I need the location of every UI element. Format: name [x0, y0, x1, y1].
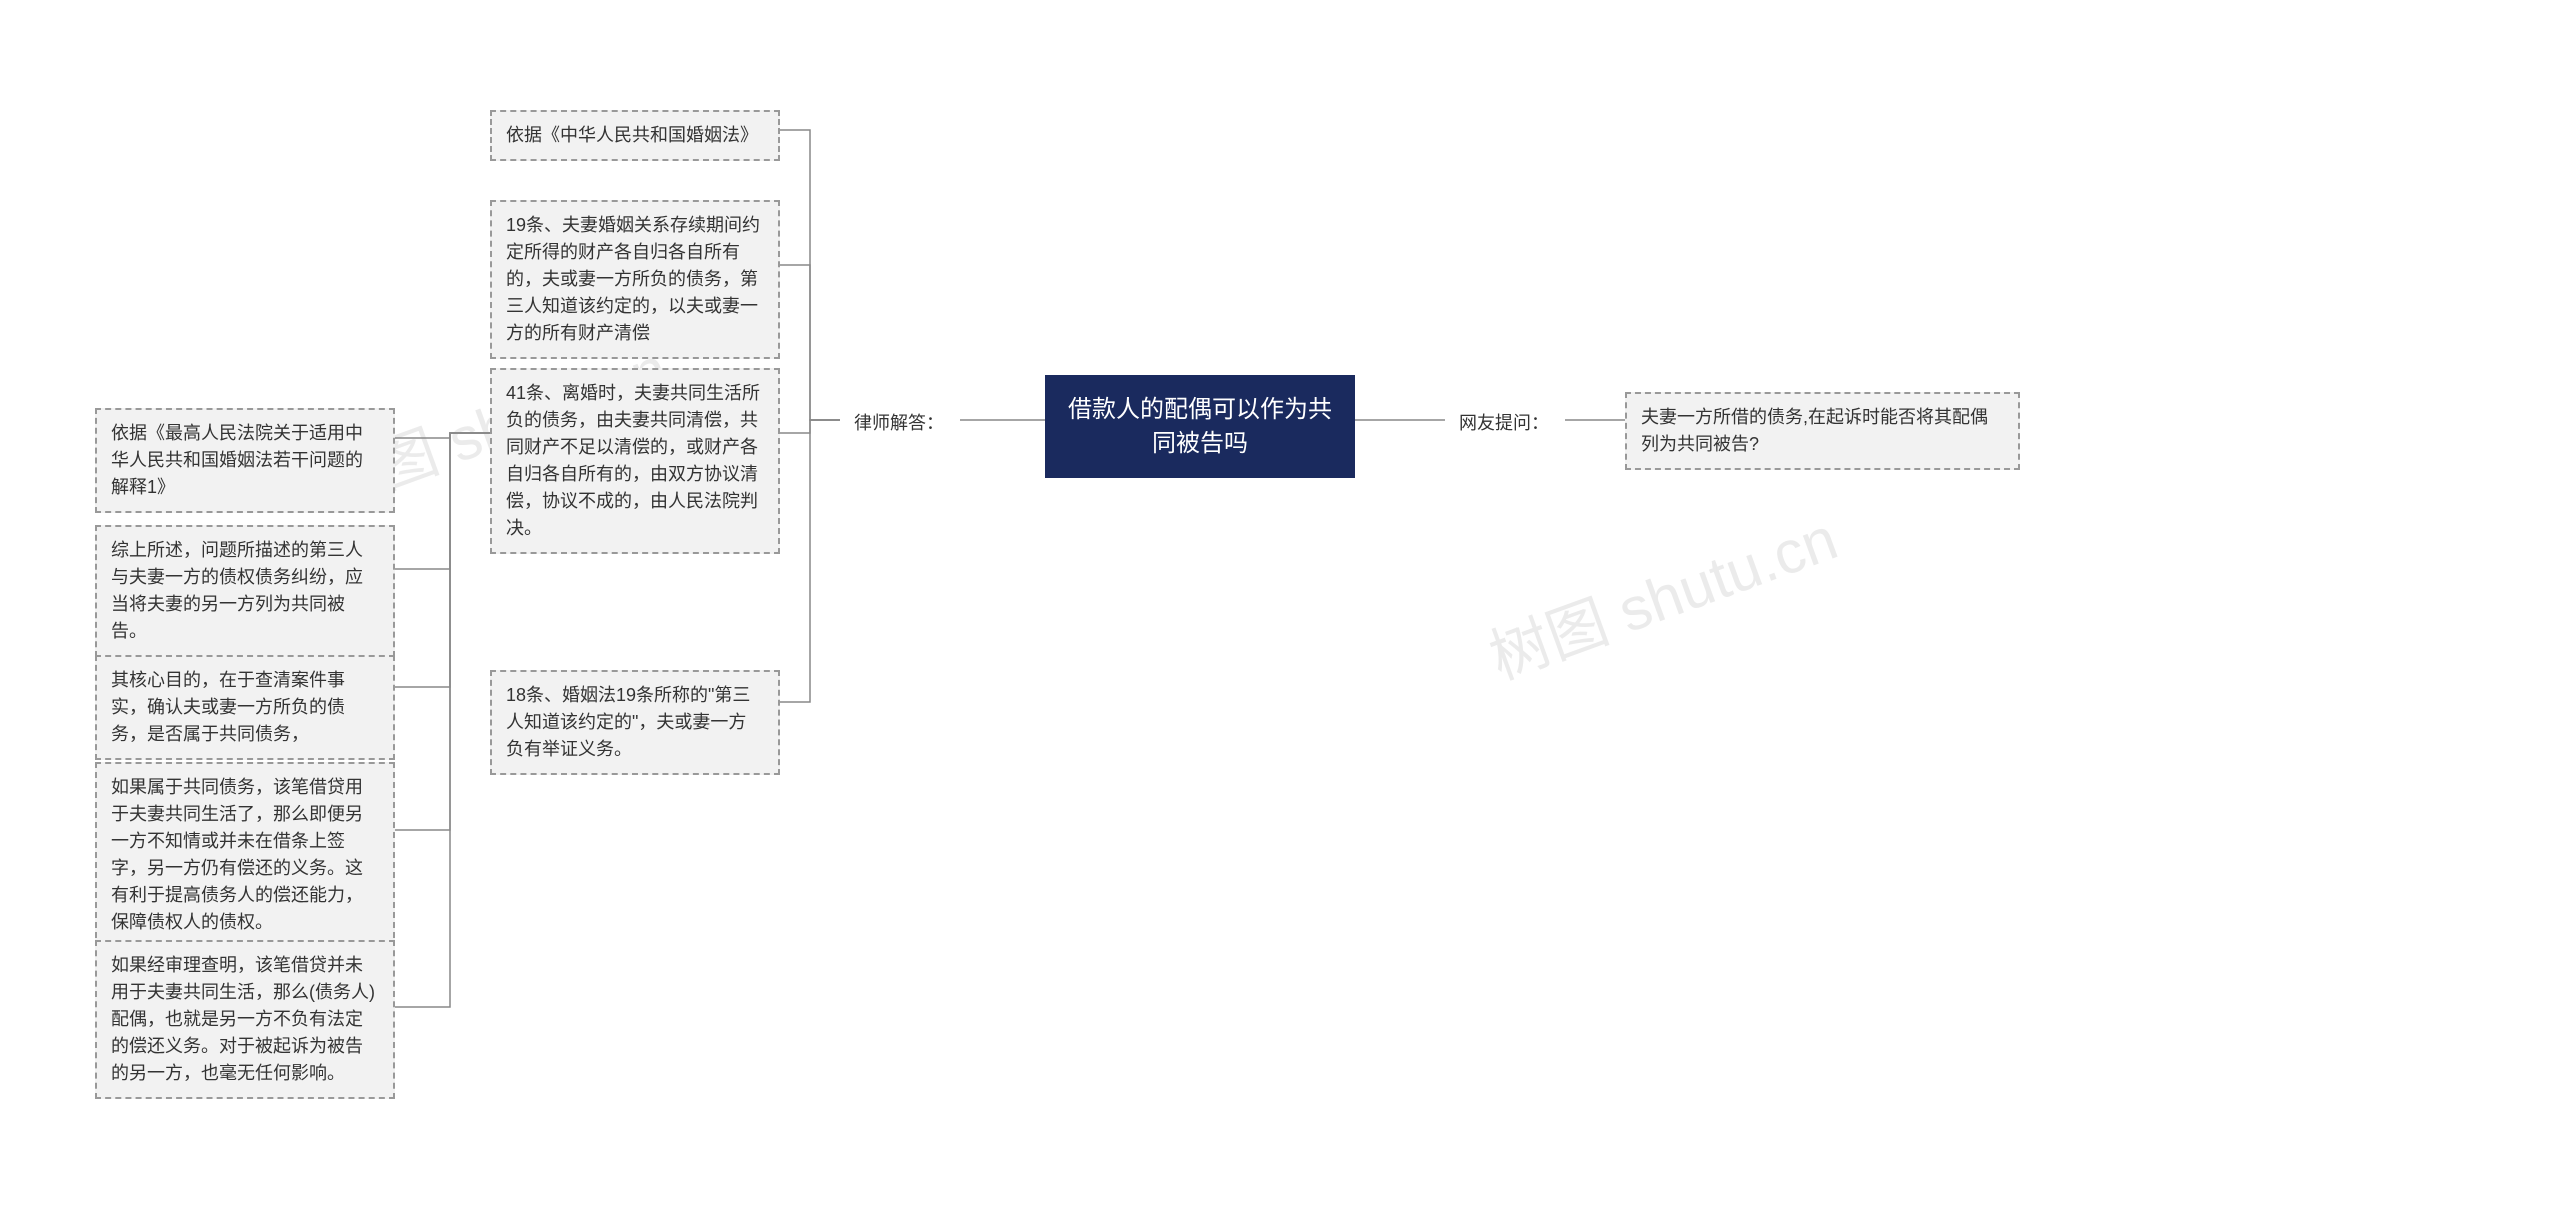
watermark-2: 树图 shutu.cn [1476, 490, 1847, 696]
left-child-a3[interactable]: 41条、离婚时，夫妻共同生活所负的债务，由夫妻共同清偿，共同财产不足以清偿的，或… [490, 368, 780, 554]
left-grandchild-b3[interactable]: 其核心目的，在于查清案件事实，确认夫或妻一方所负的债务，是否属于共同债务， [95, 655, 395, 760]
left-grandchild-b4[interactable]: 如果属于共同债务，该笔借贷用于夫妻共同生活了，那么即便另一方不知情或并未在借条上… [95, 762, 395, 948]
branch-right-label[interactable]: 网友提问： [1445, 400, 1575, 447]
branch-left-label[interactable]: 律师解答： [840, 400, 970, 447]
left-child-a1[interactable]: 依据《中华人民共和国婚姻法》 [490, 110, 780, 161]
left-grandchild-b5[interactable]: 如果经审理查明，该笔借贷并未用于夫妻共同生活，那么(债务人)配偶，也就是另一方不… [95, 940, 395, 1099]
root-node[interactable]: 借款人的配偶可以作为共同被告吗 [1045, 375, 1355, 478]
left-grandchild-b2[interactable]: 综上所述，问题所描述的第三人与夫妻一方的债权债务纠纷，应当将夫妻的另一方列为共同… [95, 525, 395, 657]
left-child-a2[interactable]: 19条、夫妻婚姻关系存续期间约定所得的财产各自归各自所有的，夫或妻一方所负的债务… [490, 200, 780, 359]
right-child-0[interactable]: 夫妻一方所借的债务,在起诉时能否将其配偶列为共同被告? [1625, 392, 2020, 470]
left-grandchild-b1[interactable]: 依据《最高人民法院关于适用中华人民共和国婚姻法若干问题的解释1》 [95, 408, 395, 513]
left-child-a4[interactable]: 18条、婚姻法19条所称的"第三人知道该约定的"，夫或妻一方负有举证义务。 [490, 670, 780, 775]
